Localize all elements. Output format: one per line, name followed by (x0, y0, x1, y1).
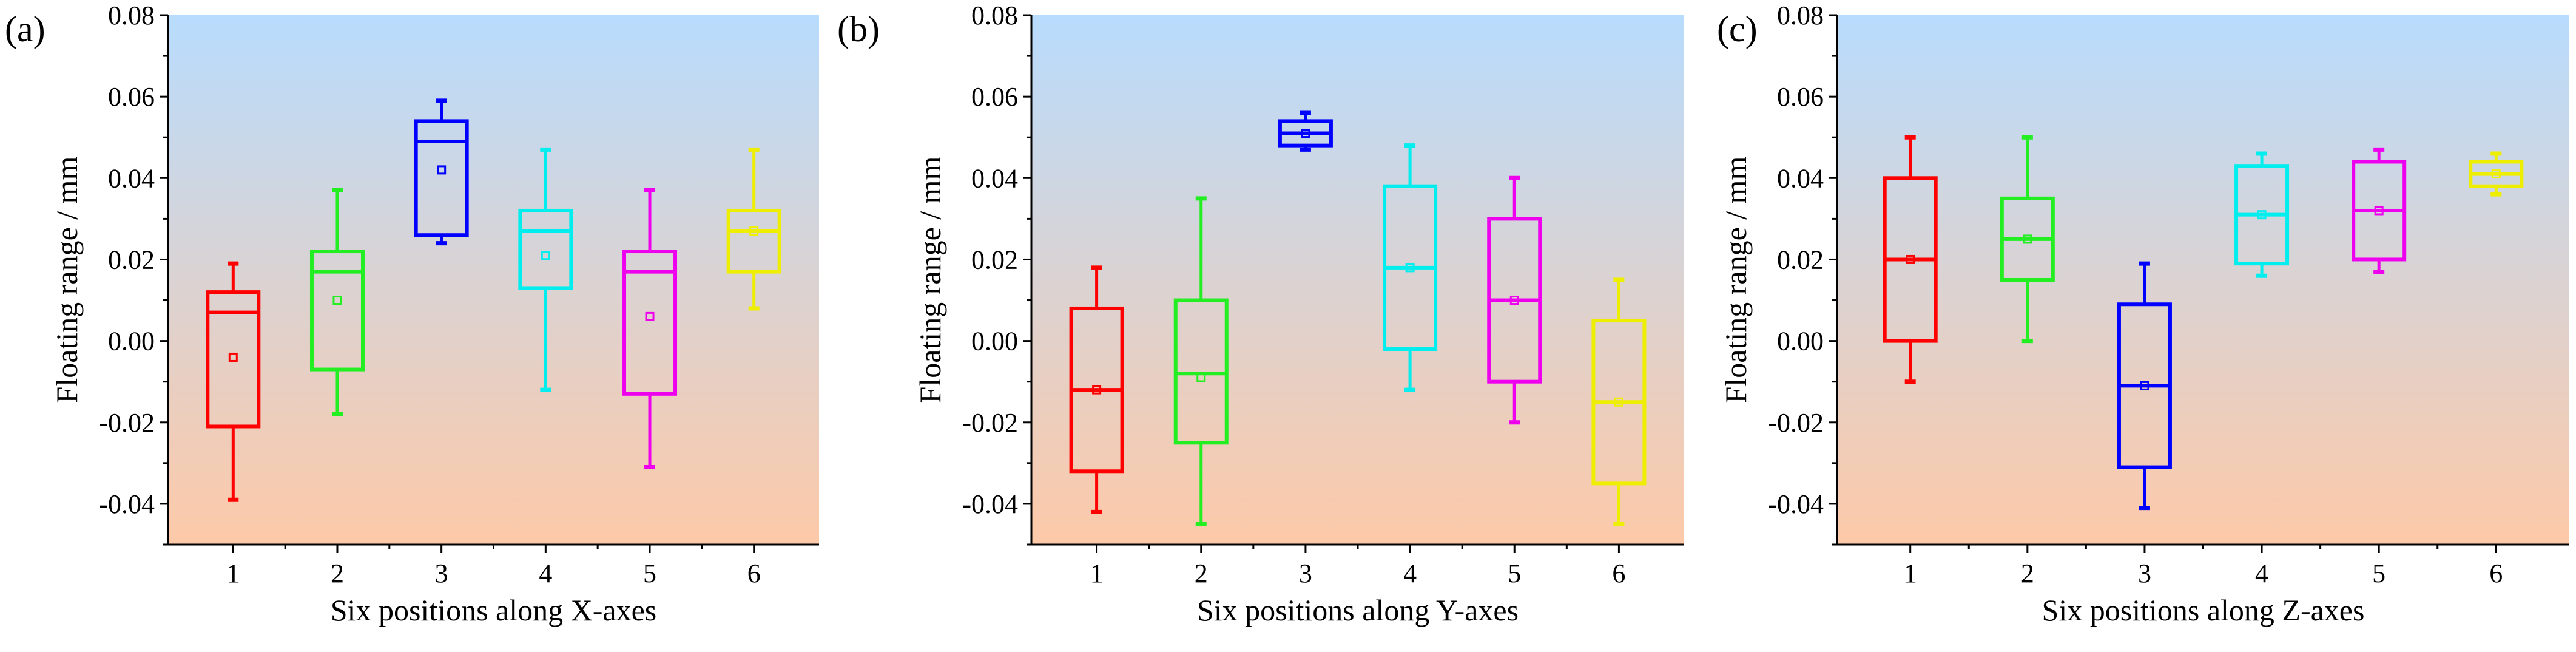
y-tick-label: 0.08 (108, 1, 155, 30)
box-4 (1383, 143, 1438, 392)
y-tick-label: -0.02 (1768, 408, 1824, 438)
x-tick-label: 6 (1612, 559, 1625, 588)
box-5 (2352, 147, 2407, 274)
y-tick-label: -0.02 (99, 408, 155, 438)
x-axis-title: Six positions along X-axes (331, 593, 656, 627)
panel-2: -0.04 -0.02 0.00 0.02 0.04 0.06 0.08 1 2 3 4 5 6 Six … (837, 1, 1684, 627)
panel-label: (c) (1717, 9, 1758, 49)
panel-3: -0.04 -0.02 0.00 0.02 0.04 0.06 0.08 1 2 3 4 5 6 Six … (1717, 1, 2569, 627)
x-tick-label: 6 (747, 559, 761, 588)
box-6 (2469, 151, 2524, 197)
y-tick-label: 0.00 (1777, 327, 1824, 356)
box-body (309, 250, 365, 372)
box-body (726, 208, 781, 274)
x-tick-label: 1 (1904, 559, 1917, 588)
box-3 (2117, 261, 2172, 511)
y-tick-label: -0.04 (962, 489, 1018, 519)
x-tick-label: 2 (331, 559, 344, 588)
box-body (622, 250, 678, 396)
mean-marker (2023, 234, 2032, 244)
box-3 (1278, 110, 1333, 152)
mean-marker (749, 226, 759, 236)
mean-marker (1301, 129, 1310, 138)
mean-marker (1196, 373, 1206, 382)
plot-background (168, 15, 819, 545)
x-tick-label: 3 (2138, 559, 2151, 588)
box-6 (1591, 277, 1647, 526)
y-tick-label: 0.02 (1777, 245, 1824, 274)
mean-marker (1614, 397, 1623, 407)
mean-marker (1092, 385, 1102, 395)
y-tick-label: -0.04 (1768, 489, 1824, 519)
mean-marker (1405, 263, 1415, 273)
panel-1: -0.04 -0.02 0.00 0.02 0.04 0.06 0.08 1 2 3 4 5 6 Six … (5, 1, 819, 627)
mean-marker (437, 165, 447, 175)
box-1 (1883, 135, 1938, 384)
y-axis-title: Floating range / mm (913, 156, 947, 403)
box-body (1173, 298, 1229, 445)
y-tick-label: -0.04 (99, 489, 155, 519)
x-tick-label: 4 (539, 559, 552, 588)
mean-marker (2491, 169, 2501, 179)
panel-label: (a) (5, 9, 46, 49)
y-tick-label: 0.04 (1777, 163, 1824, 193)
x-tick-label: 4 (1403, 559, 1417, 588)
mean-marker (1906, 254, 1915, 264)
x-tick-label: 1 (226, 559, 240, 588)
y-tick-label: 0.02 (971, 245, 1018, 274)
box-5 (1487, 175, 1542, 425)
box-6 (726, 147, 781, 311)
box-1 (206, 261, 261, 502)
mean-marker (645, 311, 655, 321)
mean-marker (2374, 206, 2384, 216)
box-2 (1173, 196, 1229, 526)
x-tick-label: 3 (435, 559, 448, 588)
y-tick-label: 0.08 (971, 1, 1018, 30)
y-axis-title: Floating range / mm (1719, 156, 1753, 403)
x-tick-label: 5 (1508, 559, 1521, 588)
x-axis-title: Six positions along Z-axes (2042, 593, 2365, 627)
y-tick-label: 0.08 (1777, 1, 1824, 30)
x-tick-label: 2 (2021, 559, 2034, 588)
x-tick-label: 1 (1090, 559, 1104, 588)
x-tick-label: 3 (1299, 559, 1312, 588)
mean-marker (228, 352, 238, 362)
x-tick-label: 5 (643, 559, 656, 588)
y-tick-label: 0.02 (108, 245, 155, 274)
y-tick-label: -0.02 (962, 408, 1018, 438)
plot-background (1031, 15, 1684, 545)
box-1 (1069, 265, 1124, 514)
x-tick-label: 5 (2372, 559, 2385, 588)
y-tick-label: 0.06 (108, 82, 155, 112)
box-3 (414, 98, 469, 246)
x-tick-label: 4 (2255, 559, 2268, 588)
x-axis-title: Six positions along Y-axes (1197, 593, 1519, 627)
box-body (206, 290, 261, 429)
x-tick-label: 2 (1195, 559, 1208, 588)
mean-marker (541, 251, 550, 260)
box-body (414, 119, 469, 237)
box-2 (2000, 135, 2055, 344)
box-2 (309, 188, 365, 416)
box-4 (518, 147, 573, 392)
box-5 (622, 188, 678, 470)
mean-marker (1509, 296, 1519, 305)
plot-background (1837, 15, 2569, 545)
box-4 (2234, 151, 2290, 278)
mean-marker (332, 296, 342, 305)
y-tick-label: 0.00 (971, 327, 1018, 356)
y-tick-label: 0.06 (1777, 82, 1824, 112)
y-tick-label: 0.06 (971, 82, 1018, 112)
x-tick-label: 6 (2489, 559, 2503, 588)
mean-marker (2257, 210, 2267, 220)
y-axis-title: Floating range / mm (50, 156, 84, 403)
y-tick-label: 0.04 (971, 163, 1018, 193)
mean-marker (2140, 381, 2149, 390)
y-tick-label: 0.04 (108, 163, 155, 193)
y-tick-label: 0.00 (108, 327, 155, 356)
box-body (518, 208, 573, 290)
panel-label: (b) (837, 9, 880, 49)
